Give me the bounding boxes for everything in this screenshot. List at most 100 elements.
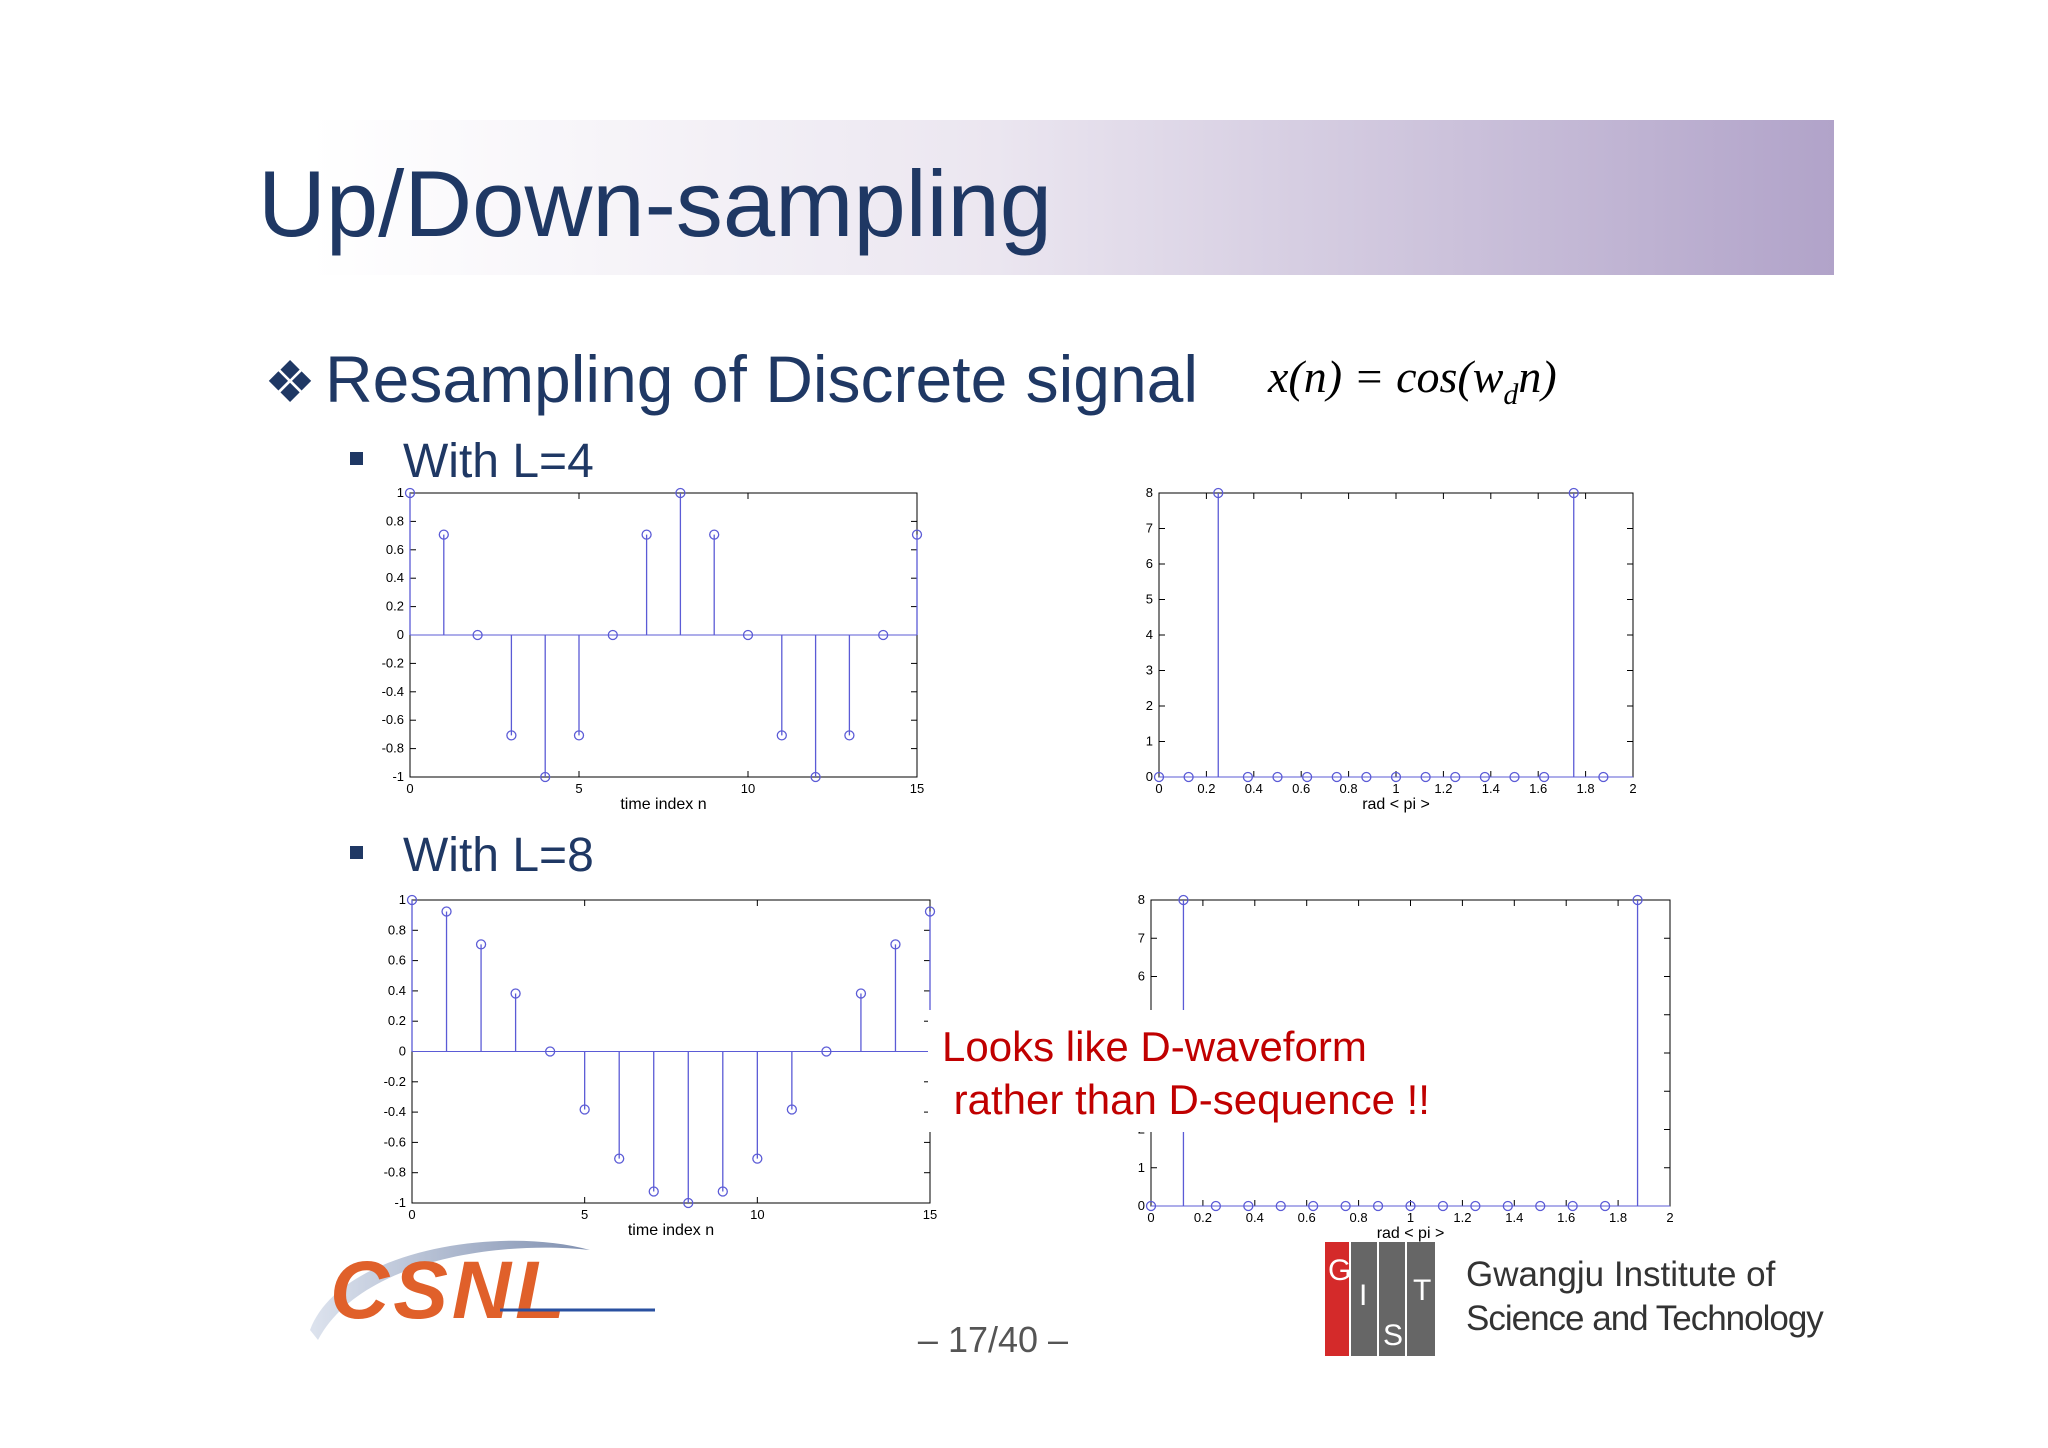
logo-letter: G (1328, 1254, 1351, 1287)
y-tick-label: 0.6 (386, 542, 404, 557)
y-tick-label: 0.8 (388, 922, 406, 937)
logo-block (1351, 1242, 1377, 1356)
y-tick-label: 2 (1146, 698, 1153, 713)
x-tick-label: 0.6 (1292, 781, 1310, 796)
stem-marker (924, 906, 936, 917)
stem-marker (441, 906, 452, 917)
logo-left: CSNL (310, 1240, 655, 1340)
logo-swoosh (310, 1240, 590, 1340)
logo-line: Gwangju Institute of (1466, 1255, 1776, 1294)
stem-marker (472, 629, 483, 641)
stem-marker (810, 771, 821, 783)
title-band (310, 120, 1834, 275)
formula: x(n) = cos(wdn) (1267, 351, 1557, 411)
logo-text: CSNL (330, 1245, 569, 1336)
x-tick-label: 5 (581, 1207, 588, 1222)
stem-marker (709, 529, 720, 540)
bullet-square (350, 452, 363, 465)
x-tick-label: 0 (408, 1207, 415, 1222)
annotation-line: rather than D-sequence !! (942, 1076, 1430, 1123)
x-tick-label: 10 (750, 1207, 764, 1222)
stem-marker (683, 1197, 694, 1209)
y-tick-label: 0.2 (388, 1013, 406, 1028)
stem-marker (1340, 1200, 1351, 1212)
y-tick-label: 1 (397, 485, 404, 500)
stem-marker (1470, 1200, 1481, 1212)
stem-marker (1145, 1200, 1157, 1212)
stem-marker (1183, 771, 1194, 783)
stem-marker (1210, 1200, 1222, 1212)
stem-marker (438, 529, 449, 540)
y-tick-label: 0.8 (386, 513, 404, 528)
x-tick-label: 5 (575, 781, 582, 796)
stem-marker (1509, 771, 1520, 783)
stem-marker (1275, 1200, 1286, 1212)
logo-right: G I S T Gwangju Institute of Science and… (1325, 1242, 1825, 1356)
stem-marker (614, 1153, 625, 1164)
x-axis-label: rad < pi > (1377, 1225, 1445, 1242)
y-tick-label: -0.8 (384, 1165, 406, 1180)
logo-block (1407, 1242, 1435, 1356)
x-tick-label: 1.6 (1529, 781, 1547, 796)
x-tick-label: 0.4 (1245, 781, 1263, 796)
stem-marker (406, 894, 418, 906)
x-axis-label: time index n (628, 1222, 714, 1239)
stem-marker (1568, 487, 1579, 499)
y-tick-label: 6 (1146, 556, 1153, 571)
stem-marker (544, 1046, 556, 1057)
x-tick-label: 1.4 (1482, 781, 1500, 796)
y-tick-label: -1 (392, 769, 404, 784)
y-tick-label: 0.4 (386, 570, 404, 585)
stem-marker (844, 730, 855, 741)
heading: Resampling of Discrete signal (325, 342, 1198, 416)
logo-block (1325, 1242, 1349, 1356)
formula-subscript: d (1503, 378, 1519, 411)
x-tick-label: 1.2 (1434, 781, 1452, 796)
stem-marker (855, 988, 867, 999)
y-tick-label: 1 (1138, 1160, 1145, 1175)
x-tick-label: 0.2 (1194, 1210, 1212, 1225)
stem-marker (1502, 1200, 1513, 1212)
logo-letter: T (1413, 1274, 1431, 1307)
y-tick-label: -1 (394, 1195, 406, 1210)
x-tick-label: 0 (1147, 1210, 1154, 1225)
stem-marker (540, 771, 551, 783)
y-tick-label: 8 (1138, 892, 1145, 907)
slide-title: Up/Down-sampling (258, 151, 1052, 256)
y-tick-label: 8 (1146, 485, 1153, 500)
x-axis-label: time index n (620, 796, 706, 813)
stem-marker (911, 529, 923, 540)
x-tick-label: 0 (1155, 781, 1162, 796)
y-tick-label: 7 (1138, 930, 1145, 945)
stem-marker (1405, 1200, 1416, 1212)
y-tick-label: 0.6 (388, 953, 406, 968)
x-tick-label: 1 (1407, 1210, 1414, 1225)
stem-marker (1437, 1200, 1449, 1212)
x-tick-label: 2 (1629, 781, 1636, 796)
stem-marker (641, 529, 652, 540)
stem-marker (510, 988, 521, 999)
stem-marker (717, 1186, 728, 1197)
y-tick-label: -0.6 (382, 712, 404, 727)
stem-marker (1308, 1200, 1319, 1212)
bullet-icon: ❖ (264, 350, 316, 415)
stem-marker (1243, 1200, 1254, 1212)
stem-marker (1479, 771, 1491, 783)
y-tick-label: -0.2 (384, 1074, 406, 1089)
stem-marker (607, 629, 618, 641)
y-tick-label: 0 (1146, 769, 1153, 784)
stem-marker (1390, 771, 1402, 783)
bullet-square (350, 846, 363, 859)
stem-marker (752, 1153, 763, 1164)
stem-marker (890, 939, 901, 950)
logo-block (1379, 1242, 1405, 1356)
x-tick-label: 1.6 (1557, 1210, 1575, 1225)
y-tick-label: 6 (1138, 969, 1145, 984)
logo-letter: S (1383, 1319, 1403, 1352)
y-tick-label: 5 (1146, 592, 1153, 607)
stem-marker (506, 730, 517, 741)
stem-marker (821, 1046, 832, 1057)
y-tick-label: 3 (1146, 663, 1153, 678)
x-tick-label: 0.6 (1298, 1210, 1316, 1225)
bullet: With L=8 (403, 829, 594, 882)
